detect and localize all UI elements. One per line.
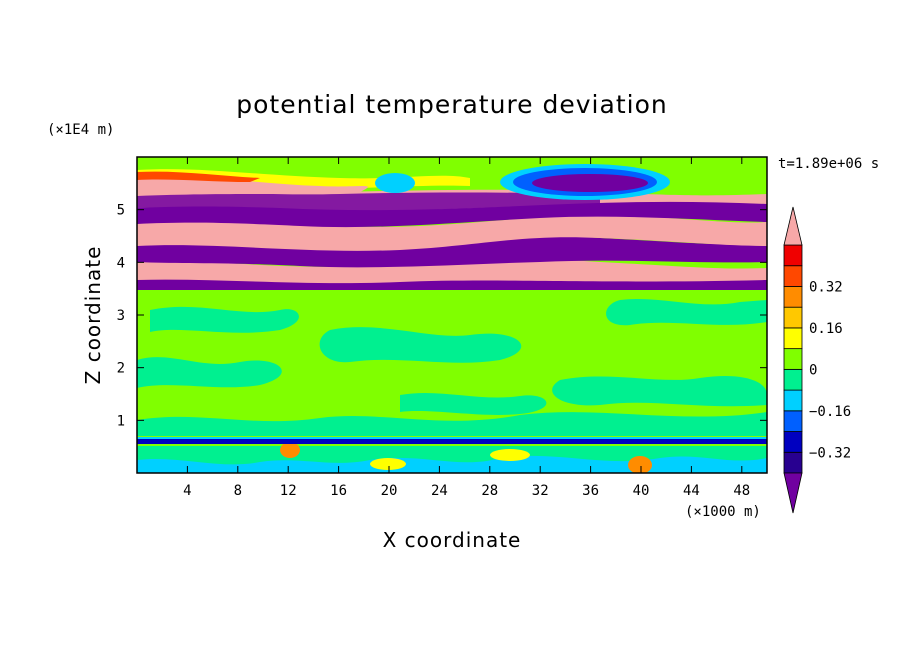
x-tick-label: 24 (431, 483, 448, 499)
mid-level-patches (137, 298, 767, 436)
upper-purple-band-2 (137, 236, 767, 268)
surface-stripe (137, 439, 767, 444)
x-tick-label: 48 (733, 483, 750, 499)
surface-cyan-patch (137, 455, 767, 473)
y-axis-label: Z coordinate (81, 246, 105, 385)
x-tick-label: 16 (330, 483, 347, 499)
x-tick-label: 44 (683, 483, 700, 499)
surface-warm-patch-4 (490, 449, 530, 461)
colorbar-bottom-arrow (783, 472, 803, 514)
colorbar-tick-label: 0.16 (809, 321, 843, 337)
x-tick-label: 12 (280, 483, 297, 499)
y-tick-label: 5 (117, 203, 125, 219)
upper-purple-band-4 (137, 191, 600, 212)
y-unit-label: (×1E4 m) (47, 122, 114, 138)
colorbar-tick-label: 0.32 (809, 279, 843, 295)
upper-red-top (137, 171, 260, 182)
upper-pink-band-1 (137, 259, 767, 288)
colorbar-swatch (783, 368, 803, 391)
x-tick-label: 40 (633, 483, 650, 499)
colorbar-tick-label: −0.32 (809, 445, 851, 461)
colorbar-swatch (783, 348, 803, 370)
upper-pink-band-2 (137, 215, 767, 251)
colorbar-tick-label: −0.16 (809, 404, 851, 420)
colorbar-swatch (783, 431, 803, 453)
surface-warm-patch-3 (370, 458, 406, 470)
x-axis-label: X coordinate (383, 528, 522, 552)
colorbar-swatch (783, 306, 803, 329)
time-label: t=1.89e+06 s (778, 156, 879, 172)
y-tick-label: 4 (117, 255, 125, 271)
surface-stripe-top (137, 437, 767, 439)
upper-purple-band-1 (137, 279, 767, 290)
y-tick-label: 2 (117, 361, 125, 377)
y-tick-label: 3 (117, 308, 125, 324)
x-tick-label: 4 (183, 483, 191, 499)
colorbar-swatch (783, 389, 803, 412)
colorbar-swatch (783, 410, 803, 432)
surface-warm-patch-1 (280, 442, 300, 458)
colorbar-swatch (783, 327, 803, 350)
upper-cyan-cell-2 (375, 173, 415, 193)
plot-area (137, 157, 767, 473)
colorbar-swatch (783, 244, 803, 267)
x-tick-label: 20 (381, 483, 398, 499)
x-tick-label: 36 (582, 483, 599, 499)
upper-pink-top (137, 175, 368, 196)
x-tick-label: 8 (234, 483, 242, 499)
colorbar-swatch (783, 451, 803, 474)
chart-title: potential temperature deviation (236, 90, 667, 119)
colorbar: 0.32 0.16 0 −0.16 −0.32 (783, 206, 851, 514)
upper-purple-cell (532, 174, 648, 192)
x-tick-label: 32 (532, 483, 549, 499)
colorbar-swatch (783, 286, 803, 308)
surface-warm-patch-2 (628, 456, 652, 473)
upper-purple-band-3 (137, 199, 767, 228)
colorbar-swatch (783, 265, 803, 287)
x-unit-label: (×1000 m) (685, 504, 761, 520)
y-tick-label: 1 (117, 413, 125, 429)
colorbar-top-arrow (783, 206, 803, 246)
colorbar-tick-label: 0 (809, 362, 817, 378)
y-axis: 1 2 3 4 5 (117, 203, 767, 429)
x-tick-label: 28 (481, 483, 498, 499)
x-axis: 4 8 12 16 20 24 28 32 36 40 44 48 (183, 157, 750, 499)
